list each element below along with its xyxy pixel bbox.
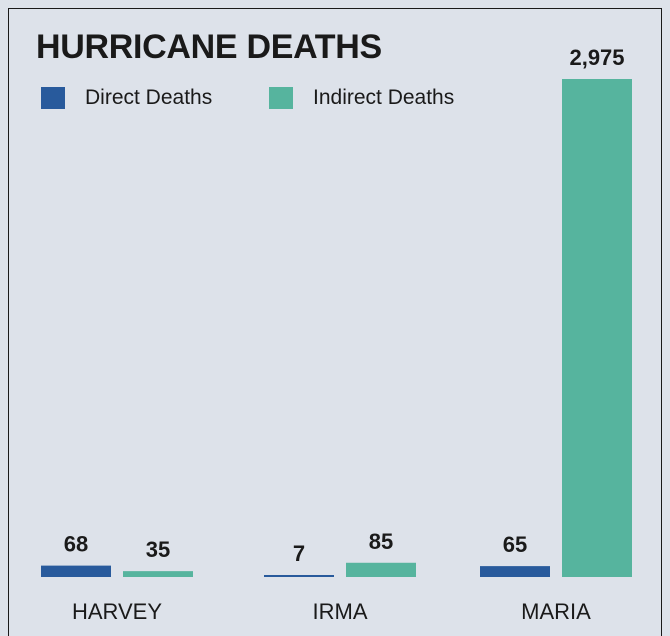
data-label-irma-direct: 7 — [293, 541, 305, 566]
bar-harvey-indirect — [123, 571, 193, 577]
data-label-harvey-direct: 68 — [64, 532, 88, 557]
data-label-maria-direct: 65 — [503, 532, 527, 557]
bar-irma-direct — [264, 575, 334, 577]
legend-label-indirect: Indirect Deaths — [313, 86, 455, 109]
bar-maria-indirect — [562, 79, 632, 577]
bar-irma-indirect — [346, 562, 416, 577]
chart-frame — [8, 8, 662, 636]
category-label-maria: MARIA — [521, 599, 591, 624]
legend-item-direct: Direct Deaths — [41, 86, 212, 110]
bar-harvey-direct — [41, 565, 111, 577]
bar-maria-direct — [480, 566, 550, 577]
legend-item-indirect: Indirect Deaths — [269, 86, 454, 110]
category-label-irma: IRMA — [313, 599, 368, 624]
legend-swatch-indirect — [269, 87, 293, 109]
chart-title: HURRICANE DEATHS — [36, 28, 382, 66]
data-label-irma-indirect: 85 — [369, 529, 393, 554]
data-label-harvey-indirect: 35 — [146, 537, 170, 562]
data-label-maria-indirect: 2,975 — [569, 45, 624, 70]
legend-swatch-direct — [41, 87, 65, 109]
legend-label-direct: Direct Deaths — [85, 86, 213, 109]
category-label-harvey: HARVEY — [72, 599, 162, 624]
